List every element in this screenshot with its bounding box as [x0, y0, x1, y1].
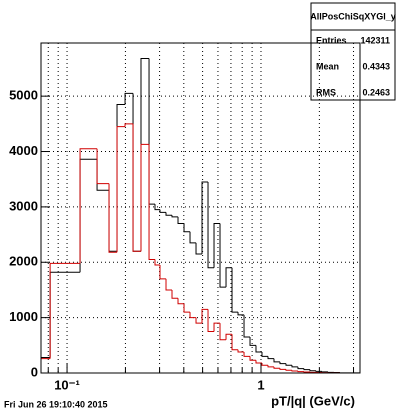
histogram-bin [267, 356, 274, 360]
histogram-bin [159, 265, 167, 280]
y-tick-label: 3000 [9, 198, 38, 213]
histogram-bin [213, 223, 221, 268]
histogram-bin [291, 365, 298, 368]
histogram-bin [132, 123, 141, 252]
histogram-bin [201, 181, 209, 254]
histogram-bin [165, 278, 173, 291]
x-tick-label: 10⁻¹ [54, 377, 80, 392]
histogram-bin [255, 360, 262, 364]
histogram-bin [225, 333, 233, 340]
histogram-bin [285, 369, 292, 371]
histogram-bin [189, 231, 197, 244]
histogram-bin [195, 242, 203, 255]
stats-label: Entries [316, 35, 347, 45]
histogram-bin [237, 349, 245, 353]
y-tick-label: 0 [31, 364, 38, 379]
histogram-bin [177, 216, 185, 225]
y-tick-label: 5000 [9, 88, 38, 103]
histogram-bin [213, 322, 221, 332]
histogram-bin [79, 148, 98, 264]
histogram-bin [183, 223, 191, 233]
stats-value: 142311 [360, 35, 390, 45]
histogram-bin [171, 289, 179, 299]
histogram-bin [255, 345, 262, 353]
histogram-bin [49, 262, 81, 359]
histogram-bin [273, 366, 280, 369]
stats-value: 0.2463 [362, 87, 390, 97]
stats-value: 0.4343 [362, 61, 390, 71]
histogram-bin [291, 370, 298, 372]
stats-box [310, 2, 396, 101]
histogram-bin [154, 259, 160, 266]
histogram-bin [177, 298, 185, 305]
histogram-bin [219, 323, 227, 341]
histogram-bin [249, 356, 256, 361]
histogram-bin [279, 361, 287, 365]
histogram-bin [183, 303, 191, 313]
footer-date: Fri Jun 26 19:10:40 2015 [4, 399, 108, 409]
histogram-bin [195, 317, 203, 324]
histogram-bin [140, 143, 150, 252]
histogram-bin [189, 312, 197, 319]
histogram-bin [243, 351, 251, 357]
x-axis-label: pT/|q| (GeV/c) [271, 393, 355, 408]
plot-frame [40, 42, 361, 374]
histogram-bin [231, 267, 239, 313]
histogram-bin [249, 337, 256, 346]
histogram-bin [165, 212, 173, 216]
histogram-bin [219, 223, 227, 288]
histogram-bin [279, 368, 287, 370]
histogram-bin [201, 308, 209, 324]
stats-title: AllPosChiSqXYGl_y [310, 11, 396, 21]
histogram-bin [273, 358, 280, 363]
histogram-bin [225, 267, 233, 288]
histogram-bin [297, 366, 304, 370]
histogram-bin [124, 92, 134, 105]
stats-label: Mean [316, 61, 339, 71]
histogram-bin [297, 371, 304, 373]
histogram-bin [261, 363, 269, 366]
histogram-bin [309, 369, 316, 372]
histogram-bin [148, 144, 155, 260]
histogram-bin [315, 370, 322, 372]
histogram-bin [116, 126, 126, 253]
histogram-bin [261, 351, 269, 357]
y-tick-label: 4000 [9, 143, 38, 158]
histogram-bin [285, 363, 292, 366]
histogram-bin [207, 309, 215, 332]
histogram-bin [243, 314, 251, 338]
histogram-bin [231, 334, 239, 351]
histogram-bin [267, 365, 274, 368]
x-tick-label: 1 [257, 377, 264, 392]
histogram-bin [207, 181, 215, 269]
histogram-bin [159, 209, 167, 213]
histogram-bin [124, 123, 134, 127]
histogram-bin [154, 204, 160, 211]
histogram-bin [96, 148, 110, 185]
histogram-bin [237, 312, 245, 316]
y-tick-label: 1000 [9, 309, 38, 324]
histogram-bin [171, 215, 179, 218]
histogram-bin [303, 368, 310, 371]
histogram-bin [321, 371, 328, 373]
stats-label: RMS [316, 87, 336, 97]
histogram-bin [108, 183, 118, 253]
y-tick-label: 2000 [9, 254, 38, 269]
